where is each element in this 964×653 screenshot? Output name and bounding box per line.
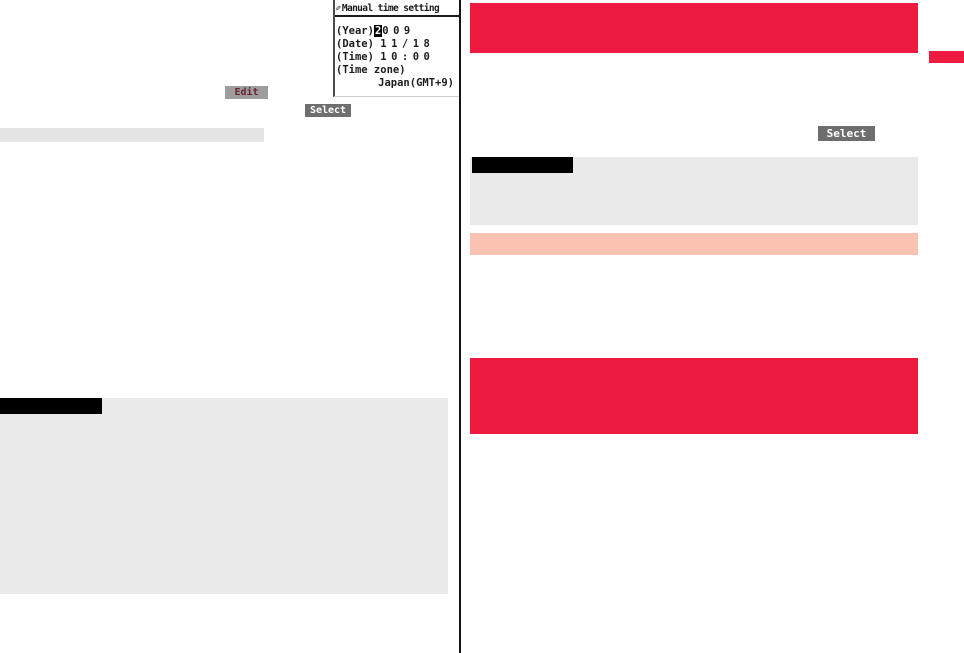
- timezone-label: (Time zone): [336, 64, 406, 76]
- column-divider-rule: [459, 0, 461, 653]
- phone-screen-mockup: ✎ Manual time setting (Year)2009 (Date) …: [333, 0, 459, 97]
- date-value: 11/18: [380, 38, 435, 50]
- date-row: (Date) 11/18: [336, 38, 457, 51]
- timezone-value: Japan(GMT+9): [378, 77, 454, 89]
- timezone-value-row: Japan(GMT+9): [336, 77, 457, 90]
- date-label: (Date): [336, 38, 374, 50]
- year-row: (Year)2009: [336, 25, 457, 38]
- pencil-icon: ✎: [336, 3, 341, 14]
- year-label: (Year): [336, 25, 374, 37]
- edit-key-image: Edit: [225, 86, 268, 99]
- time-value: 10:00: [380, 51, 435, 63]
- redacted-label-bar-right: [472, 157, 573, 173]
- select-key-image-left: Select: [305, 104, 351, 117]
- select-key-image-right: Select: [818, 126, 875, 141]
- blank-section-bar-left: [0, 128, 264, 142]
- redacted-label-bar-left: [0, 398, 102, 414]
- time-row: (Time) 10:00: [336, 51, 457, 64]
- redacted-heading-block-top: [470, 3, 918, 53]
- phone-screen-title: Manual time setting: [341, 3, 440, 14]
- page-edge-index-tab: [929, 51, 964, 63]
- information-panel-left: [0, 398, 448, 594]
- year-cursor-digit: 2: [373, 25, 383, 37]
- pink-subsection-bar: [470, 233, 918, 255]
- year-value: 009: [382, 25, 415, 37]
- phone-screen-body: (Year)2009 (Date) 11/18 (Time) 10:00 (Ti…: [335, 17, 459, 90]
- phone-screen-title-bar: ✎ Manual time setting: [335, 0, 459, 17]
- time-label: (Time): [336, 51, 374, 63]
- redacted-heading-block-mid: [470, 358, 918, 434]
- timezone-label-row: (Time zone): [336, 64, 457, 77]
